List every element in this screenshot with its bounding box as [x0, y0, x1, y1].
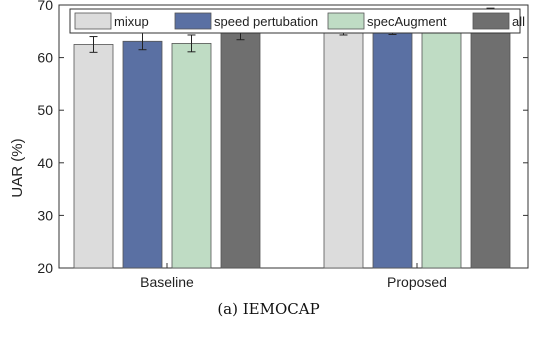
bar-mixup — [323, 26, 364, 269]
legend-label: specAugment — [367, 14, 447, 29]
figure-caption: (a) IEMOCAP — [217, 300, 320, 318]
legend-swatch-speed-pertubation — [174, 12, 212, 30]
legend-swatch-specaugment — [327, 12, 365, 30]
bars — [73, 7, 511, 269]
x-tick-label: Baseline — [140, 274, 194, 290]
bar-chart: 20 30 40 50 60 70 Baseline Proposed mixup speed … — [9, 0, 529, 290]
legend-label: speed pertubation — [214, 14, 318, 29]
bar-all — [470, 14, 511, 269]
y-tick-label: 70 — [37, 0, 53, 13]
y-tick-label: 50 — [37, 102, 53, 118]
y-tick-label: 60 — [37, 50, 53, 66]
legend-swatch-all — [472, 12, 510, 30]
bar-specaugment — [421, 21, 462, 269]
bar-speed-pertubation — [122, 40, 163, 269]
y-tick-label: 20 — [37, 260, 53, 276]
x-tick-label: Proposed — [387, 274, 447, 290]
legend-label: all — [512, 14, 525, 29]
y-tick-label: 30 — [37, 207, 53, 223]
legend: mixup speed pertubation specAugment all — [69, 8, 525, 34]
legend-label: mixup — [114, 14, 149, 29]
y-axis-label: UAR (%) — [9, 138, 26, 197]
legend-box — [69, 8, 521, 34]
bar-speed-pertubation — [372, 25, 413, 269]
bar-mixup — [73, 44, 114, 269]
bar-specaugment — [171, 42, 212, 269]
y-tick-label: 40 — [37, 155, 53, 171]
axes: 20 30 40 50 60 70 Baseline Proposed — [37, 0, 529, 290]
legend-swatch-mixup — [74, 12, 112, 30]
bar-all — [220, 30, 261, 269]
plot-frame — [58, 4, 529, 269]
